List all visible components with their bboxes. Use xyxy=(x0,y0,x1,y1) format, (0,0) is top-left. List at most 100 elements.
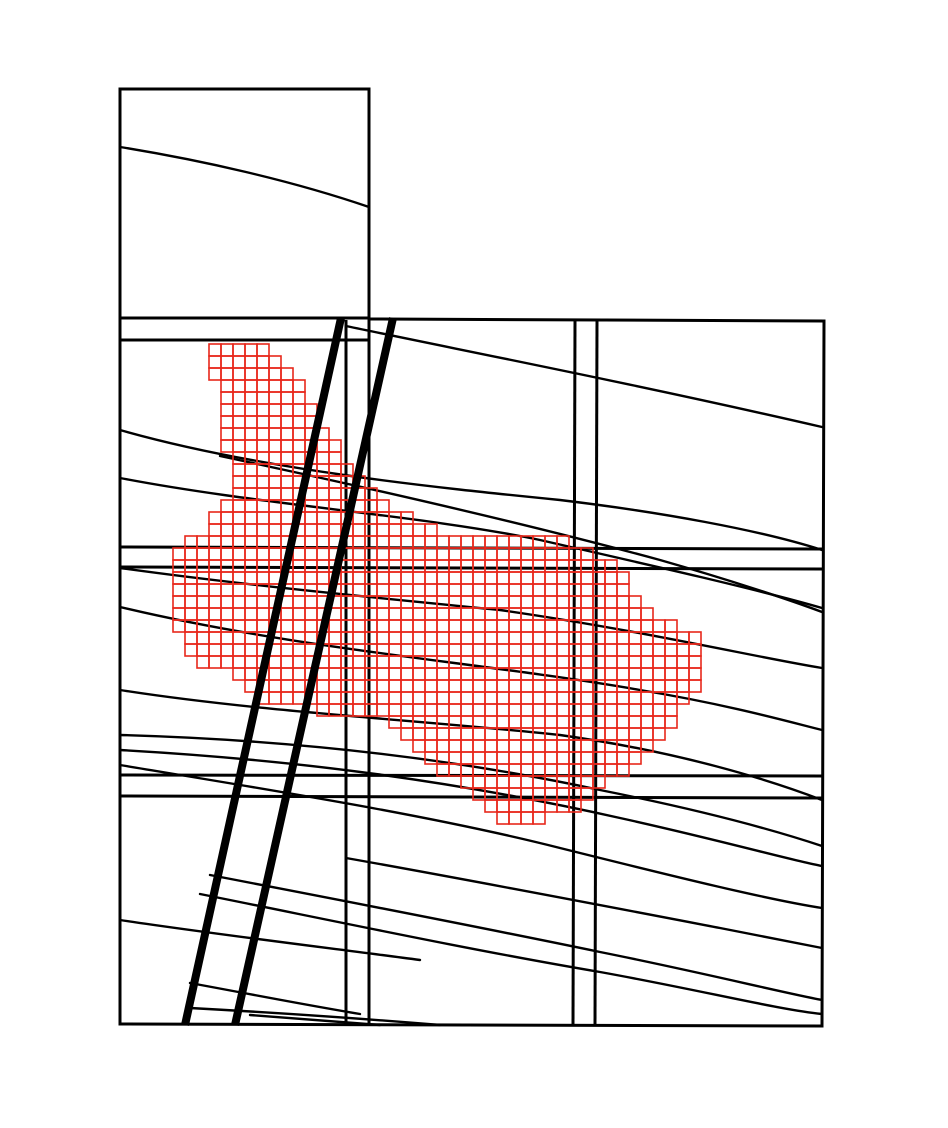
grid-cell xyxy=(616,571,630,585)
grid-cell xyxy=(388,559,402,573)
grid-cell xyxy=(268,667,282,681)
grid-cell xyxy=(640,607,654,621)
grid-cell xyxy=(472,595,486,609)
grid-cell xyxy=(244,379,258,393)
grid-cell xyxy=(496,739,510,753)
grid-cell xyxy=(424,667,438,681)
grid-cell xyxy=(580,703,594,717)
grid-cell xyxy=(544,643,558,657)
grid-cell xyxy=(616,655,630,669)
grid-cell xyxy=(424,607,438,621)
grid-cell xyxy=(628,595,642,609)
grid-cell xyxy=(352,703,366,717)
grid-cell xyxy=(184,631,198,645)
grid-cell xyxy=(628,727,642,741)
grid-cell xyxy=(520,559,534,573)
grid-cell xyxy=(472,691,486,705)
grid-cell xyxy=(520,631,534,645)
grid-cell xyxy=(436,619,450,633)
grid-cell xyxy=(268,547,282,561)
grid-cell xyxy=(220,607,234,621)
grid-cell xyxy=(304,595,318,609)
grid-cell xyxy=(256,343,270,357)
grid-cell xyxy=(556,655,570,669)
grid-cell xyxy=(400,619,414,633)
grid-cell xyxy=(364,667,378,681)
grid-cell xyxy=(184,595,198,609)
grid-cell xyxy=(592,775,606,789)
grid-cell xyxy=(256,391,270,405)
grid-cell xyxy=(496,715,510,729)
grid-cell xyxy=(256,367,270,381)
grid-cell xyxy=(316,547,330,561)
grid-cell xyxy=(688,679,702,693)
grid-cell xyxy=(448,679,462,693)
contour-line xyxy=(218,454,824,614)
grid-cell xyxy=(376,571,390,585)
grid-cell xyxy=(328,511,342,525)
grid-cell xyxy=(364,559,378,573)
grid-cell xyxy=(208,355,222,369)
grid-cell xyxy=(208,511,222,525)
grid-cell xyxy=(316,667,330,681)
grid-cell xyxy=(532,691,546,705)
grid-cell xyxy=(220,631,234,645)
grid-cell xyxy=(520,571,534,585)
grid-cell xyxy=(364,679,378,693)
grid-cell xyxy=(532,607,546,621)
grid-cell xyxy=(328,691,342,705)
parcel-line xyxy=(571,320,577,1026)
grid-cell xyxy=(280,475,294,489)
grid-cell xyxy=(328,523,342,537)
grid-cell xyxy=(328,679,342,693)
grid-cell xyxy=(328,667,342,681)
grid-cell xyxy=(268,523,282,537)
grid-cell xyxy=(424,691,438,705)
grid-cell xyxy=(232,427,246,441)
grid-cell xyxy=(412,571,426,585)
grid-cell xyxy=(424,535,438,549)
grid-cell xyxy=(412,523,426,537)
grid-cell xyxy=(220,343,234,357)
grid-cell xyxy=(472,643,486,657)
grid-cell xyxy=(616,763,630,777)
grid-cell xyxy=(556,583,570,597)
grid-cell xyxy=(280,403,294,417)
grid-cell xyxy=(640,715,654,729)
grid-cell xyxy=(376,667,390,681)
grid-cell xyxy=(412,535,426,549)
grid-cell xyxy=(316,499,330,513)
grid-cell xyxy=(220,427,234,441)
grid-cell xyxy=(532,643,546,657)
grid-cell xyxy=(388,679,402,693)
grid-cell xyxy=(376,607,390,621)
grid-cell xyxy=(304,571,318,585)
grid-cell xyxy=(532,547,546,561)
grid-cell xyxy=(388,691,402,705)
grid-cell xyxy=(256,607,270,621)
grid-cell xyxy=(208,631,222,645)
grid-cell xyxy=(412,667,426,681)
grid-cell xyxy=(544,667,558,681)
grid-cell xyxy=(544,691,558,705)
grid-cell xyxy=(448,547,462,561)
contour-lines xyxy=(118,145,824,1027)
grid-cell xyxy=(220,655,234,669)
grid-cell xyxy=(244,655,258,669)
grid-cell xyxy=(256,547,270,561)
grid-cell xyxy=(604,655,618,669)
grid-cell xyxy=(532,715,546,729)
grid-cell xyxy=(232,595,246,609)
grid-cell xyxy=(484,739,498,753)
grid-cell xyxy=(556,691,570,705)
grid-cell xyxy=(424,751,438,765)
grid-cell xyxy=(424,643,438,657)
grid-cell xyxy=(256,403,270,417)
grid-cell xyxy=(280,679,294,693)
contour-line xyxy=(344,856,824,950)
grid-cell xyxy=(532,571,546,585)
grid-cell xyxy=(460,619,474,633)
grid-cell xyxy=(472,571,486,585)
grid-cell xyxy=(496,547,510,561)
grid-cell xyxy=(640,727,654,741)
